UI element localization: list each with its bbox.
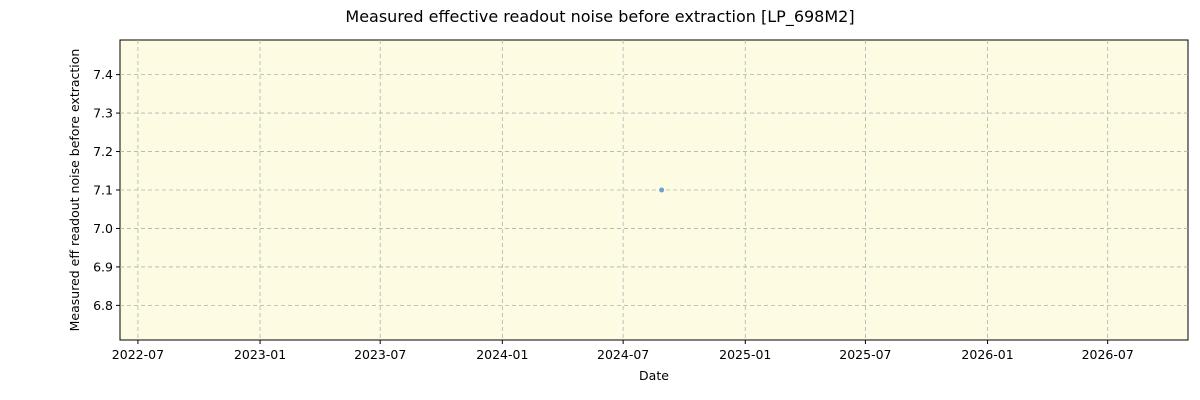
x-tick-label: 2022-07: [112, 347, 164, 362]
y-tick-label: 7.4: [93, 67, 113, 82]
y-tick-label: 7.0: [93, 221, 113, 236]
ticks: 2022-07 2023-01 2023-07 2024-01 2024-07 2025-…: [93, 67, 1134, 362]
x-tick-label: 2024-01: [476, 347, 528, 362]
x-tick-label: 2023-07: [354, 347, 406, 362]
x-tick-label: 2026-07: [1082, 347, 1134, 362]
x-axis-label: Date: [639, 368, 669, 383]
x-tick-label: 2025-01: [719, 347, 771, 362]
y-tick-label: 6.8: [93, 298, 113, 313]
y-tick-label: 7.2: [93, 144, 113, 159]
x-tick-label: 2023-01: [234, 347, 286, 362]
x-tick-label: 2026-01: [961, 347, 1013, 362]
y-tick-label: 7.3: [93, 106, 113, 121]
data-point: [659, 187, 665, 193]
data-points: [659, 187, 665, 193]
x-tick-label: 2025-07: [839, 347, 891, 362]
x-tick-label: 2024-07: [597, 347, 649, 362]
grid: [120, 40, 1188, 340]
y-tick-label: 6.9: [93, 259, 113, 274]
y-axis-label: Measured eff readout noise before extrac…: [67, 49, 82, 332]
y-tick-label: 7.1: [93, 183, 113, 198]
chart-title: Measured effective readout noise before …: [345, 7, 854, 27]
